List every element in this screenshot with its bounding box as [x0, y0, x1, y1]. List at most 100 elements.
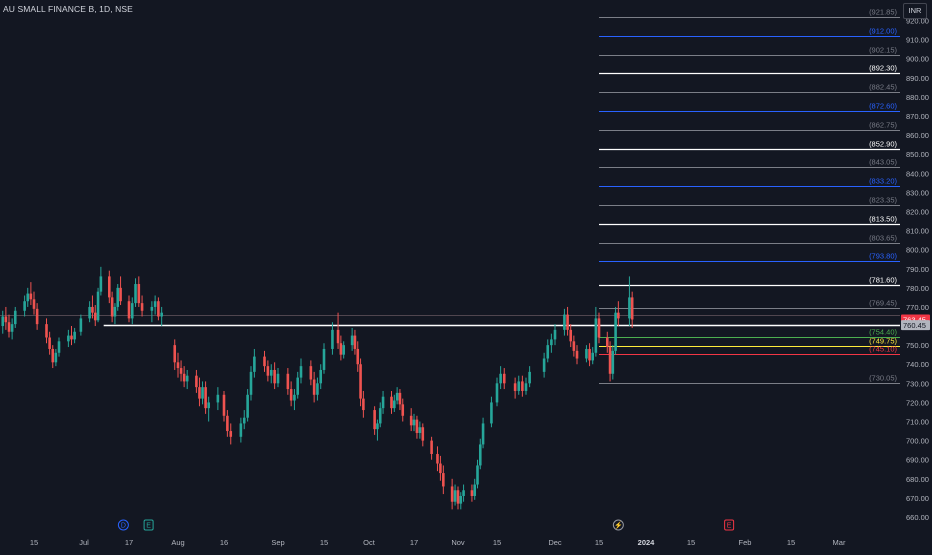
- price-axis[interactable]: 660.00 670.00 680.00 690.00 700.00 710.00 720.…: [906, 17, 929, 523]
- candle: [110, 291, 114, 323]
- candle-body: [226, 415, 229, 432]
- candle: [266, 360, 270, 382]
- x-tick-label: Nov: [451, 538, 465, 547]
- candle: [591, 347, 595, 365]
- candle-body: [476, 465, 479, 485]
- candle-body: [319, 369, 323, 384]
- candle-body: [153, 301, 157, 307]
- candle: [421, 423, 425, 447]
- candle-body: [588, 348, 591, 361]
- candle: [150, 301, 154, 323]
- level-label: (852.90): [869, 140, 897, 149]
- candle: [182, 366, 186, 388]
- candle: [412, 413, 416, 432]
- candle: [198, 377, 201, 407]
- candle-body: [130, 303, 134, 319]
- x-tick-label: Jul: [79, 538, 89, 547]
- y-tick-label: 820.00: [906, 207, 929, 216]
- candle-body: [390, 396, 393, 409]
- candle-body: [198, 387, 201, 399]
- x-tick-label: 15: [787, 538, 795, 547]
- candle: [319, 364, 323, 390]
- candle: [54, 348, 58, 367]
- y-tick-label: 750.00: [906, 341, 929, 350]
- event-marker: E: [724, 519, 735, 531]
- candle-body: [339, 343, 343, 355]
- y-tick-label: 670.00: [906, 494, 929, 503]
- level-label: (921.85): [869, 8, 897, 17]
- candle-body: [116, 287, 120, 307]
- candle: [7, 314, 11, 338]
- candle: [546, 339, 550, 363]
- y-tick-label: 770.00: [906, 303, 929, 312]
- candle-body: [276, 373, 280, 384]
- candles: [1, 266, 634, 510]
- y-tick-label: 680.00: [906, 475, 929, 484]
- last-price-label: 763.45: [903, 315, 926, 324]
- level-label: (872.60): [869, 102, 897, 111]
- level-label: (769.45): [869, 299, 897, 308]
- candle-body: [470, 490, 474, 496]
- candle: [51, 345, 55, 369]
- candle-body: [266, 366, 270, 376]
- candle: [453, 484, 457, 506]
- candle: [378, 402, 382, 428]
- level-label: (823.35): [869, 196, 897, 205]
- candle-body: [481, 423, 485, 445]
- candle: [462, 484, 465, 502]
- candle: [572, 335, 576, 357]
- candle: [309, 360, 313, 386]
- candle: [91, 295, 94, 319]
- candle: [45, 318, 48, 344]
- candle: [517, 375, 521, 395]
- time-axis[interactable]: 15 Jul 17 Aug 16 Sep 15 Oct 17 Nov 15 Dec 15 2024 15 Fe…: [30, 538, 846, 547]
- candle: [179, 360, 183, 382]
- candle: [195, 369, 198, 393]
- candle-body: [269, 369, 273, 376]
- candle-body: [93, 312, 97, 321]
- candle: [336, 312, 340, 349]
- candle: [395, 387, 399, 405]
- event-markers: D E ⚡ E: [117, 519, 735, 531]
- candle: [48, 331, 51, 355]
- candle-body: [611, 350, 615, 374]
- candle-body: [398, 392, 402, 405]
- candle-body: [439, 463, 442, 474]
- candle-body: [350, 335, 354, 346]
- candle-body: [88, 306, 91, 319]
- candle: [113, 303, 117, 325]
- candle-body: [542, 358, 546, 372]
- y-tick-label: 710.00: [906, 418, 929, 427]
- candle-body: [430, 440, 433, 454]
- candle-body: [1, 316, 5, 327]
- x-tick-label: Sep: [271, 538, 284, 547]
- candle-body: [195, 375, 198, 388]
- candle: [393, 394, 396, 412]
- candle: [542, 352, 546, 378]
- candle: [29, 282, 33, 306]
- y-tick-label: 840.00: [906, 169, 929, 178]
- y-tick-label: 860.00: [906, 131, 929, 140]
- candle-body: [597, 318, 601, 338]
- candle: [273, 362, 276, 390]
- candle: [67, 329, 70, 348]
- y-tick-label: 700.00: [906, 437, 929, 446]
- candle: [137, 276, 141, 307]
- level-label: (833.20): [869, 177, 897, 186]
- candle-body: [137, 284, 141, 304]
- candle: [207, 396, 210, 422]
- candle-body: [462, 490, 465, 496]
- candle-body: [569, 329, 573, 342]
- candle-body: [273, 369, 276, 384]
- candle-body: [563, 314, 566, 330]
- candle-body: [378, 408, 382, 424]
- currency-button[interactable]: INR: [903, 3, 927, 19]
- candle-body: [401, 404, 405, 416]
- candle: [617, 301, 620, 327]
- candle-body: [207, 402, 210, 409]
- x-tick-label: 15: [687, 538, 695, 547]
- candle-body: [222, 394, 226, 416]
- candle-body: [528, 371, 531, 384]
